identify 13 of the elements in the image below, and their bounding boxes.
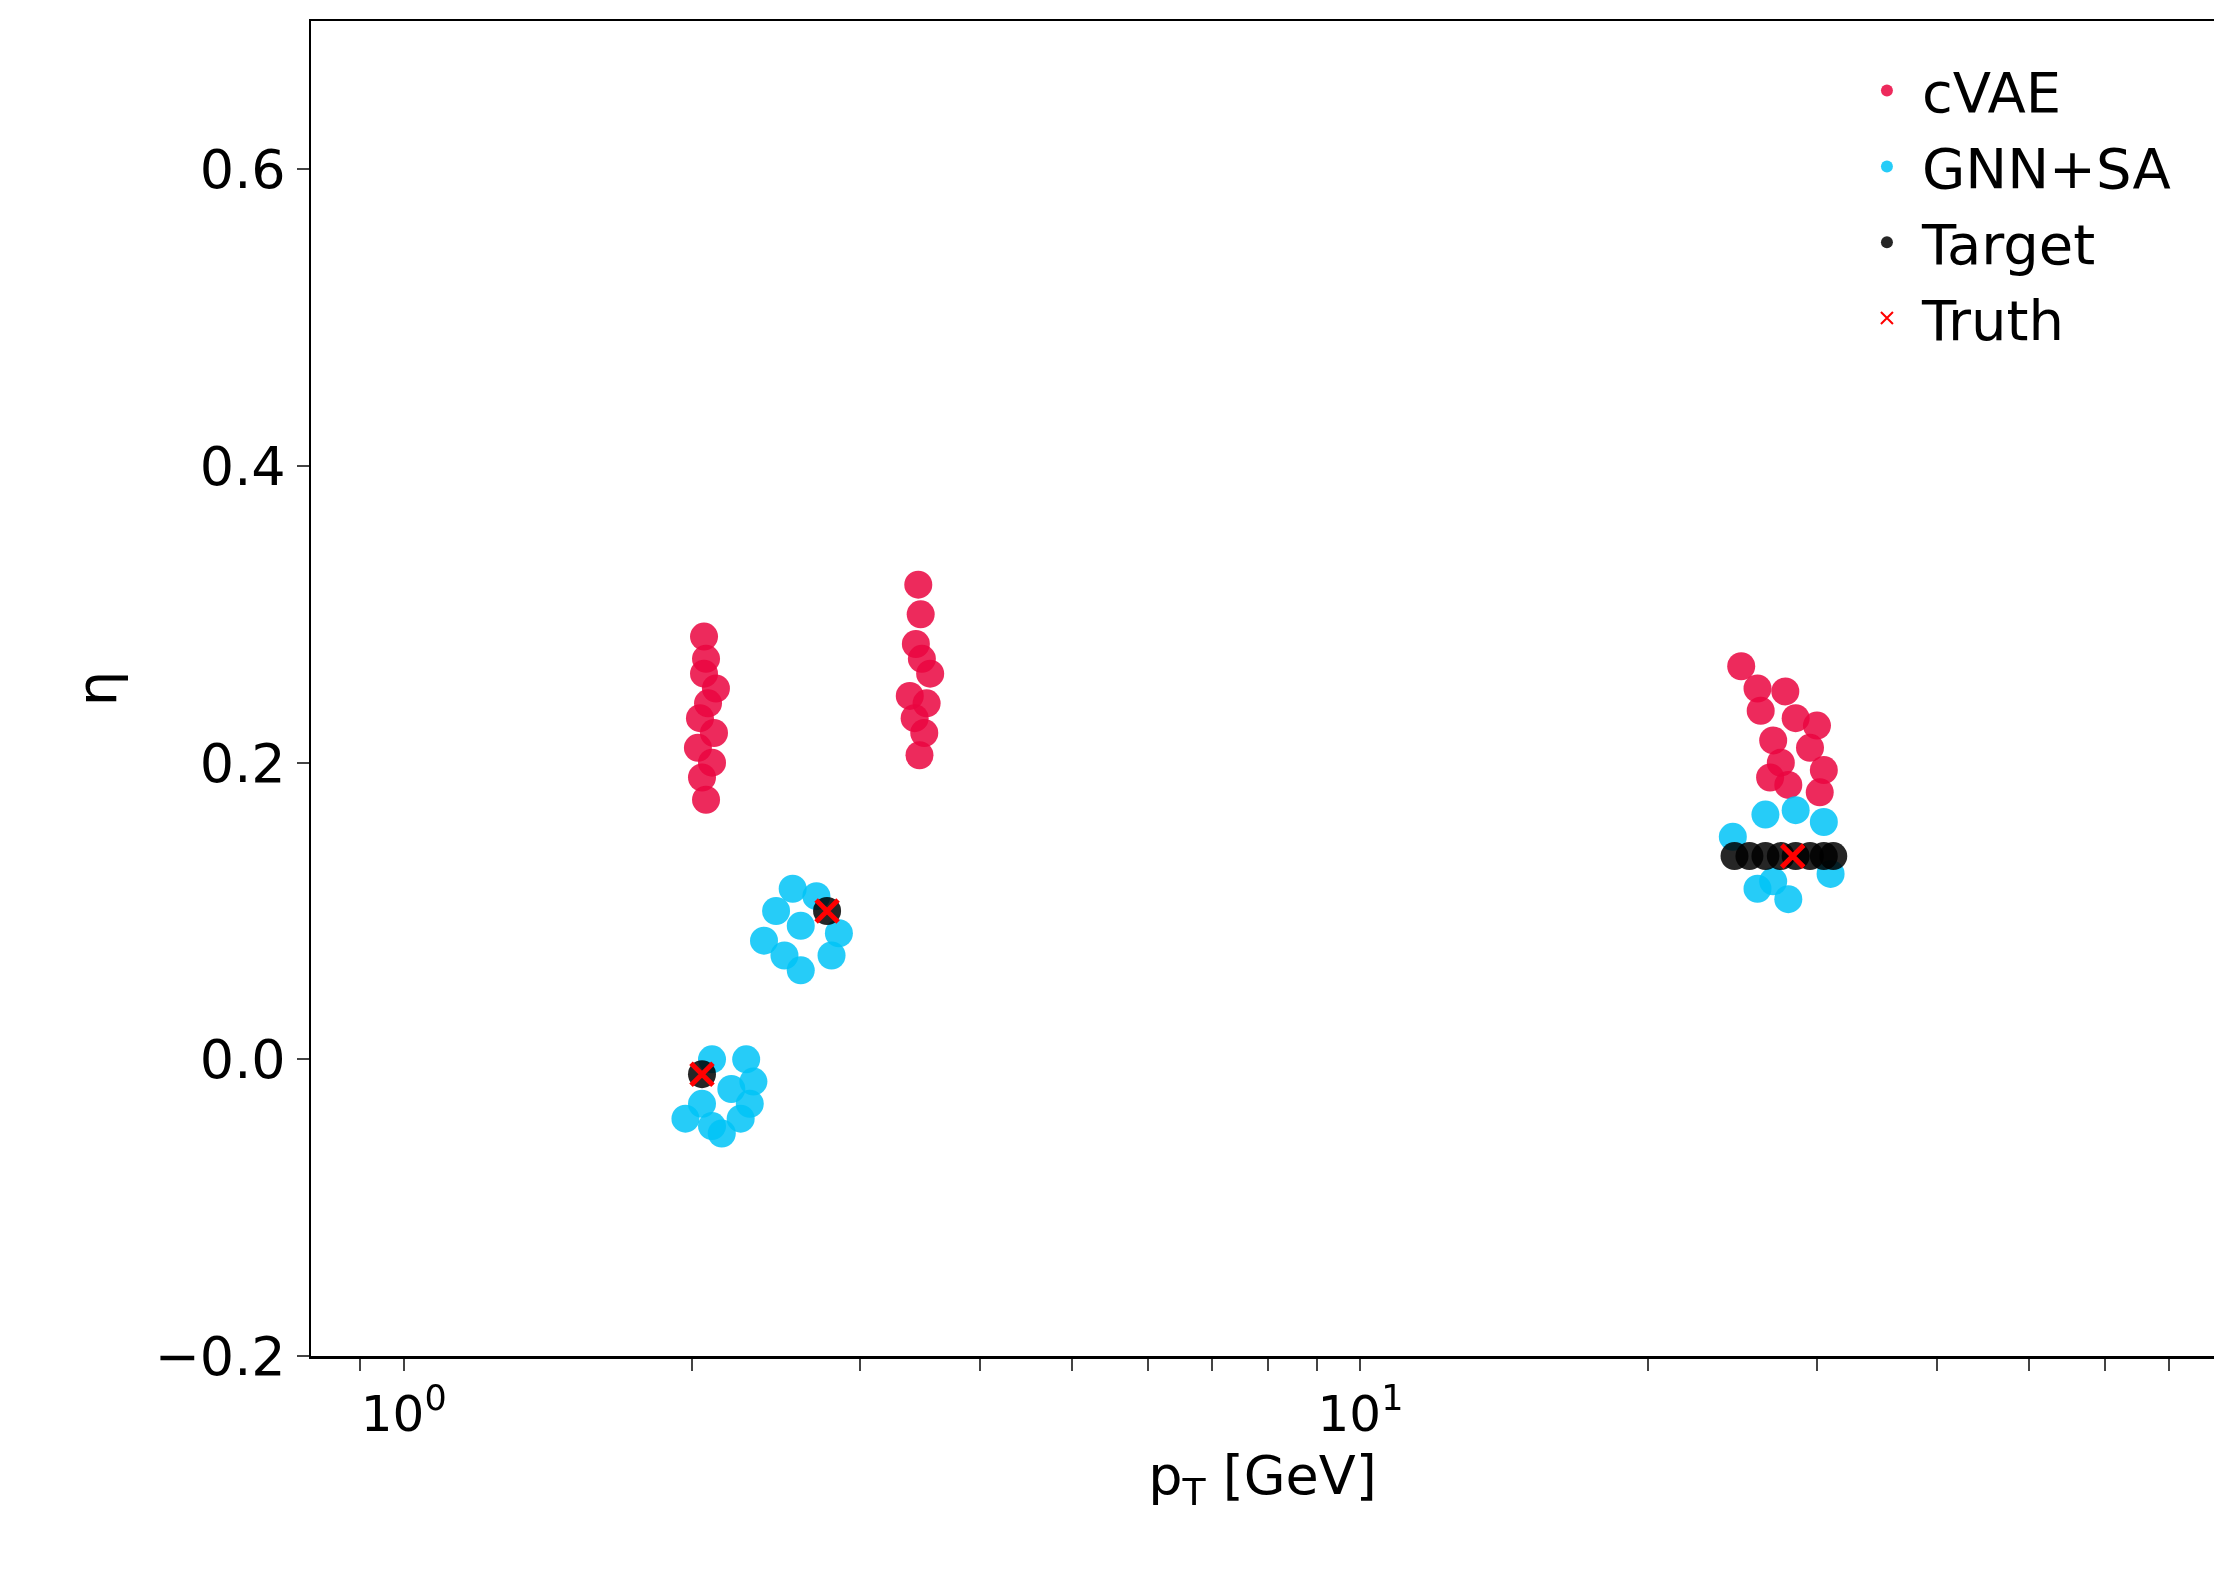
- y-tick-label: 0.4: [199, 434, 286, 498]
- y-tick-label: 0.2: [199, 731, 286, 795]
- x-tick-label: 10$^{1}$: [1317, 1377, 1404, 1443]
- legend-label: Truth: [1920, 287, 2064, 353]
- y-tick-label: −0.2: [154, 1324, 286, 1388]
- legend-label: GNN+SA: [1921, 136, 2171, 202]
- y-tick-label: 0.6: [199, 138, 286, 202]
- x-axis-title: p$_{T}$ [GeV]: [1148, 1444, 1377, 1515]
- y-tick-label: 0.0: [199, 1028, 286, 1092]
- y-axis-title: η: [64, 670, 130, 707]
- x-tick-label: 10$^{0}$: [360, 1377, 447, 1443]
- legend-label: Target: [1920, 212, 2096, 278]
- legend-label: cVAE: [1921, 60, 2062, 126]
